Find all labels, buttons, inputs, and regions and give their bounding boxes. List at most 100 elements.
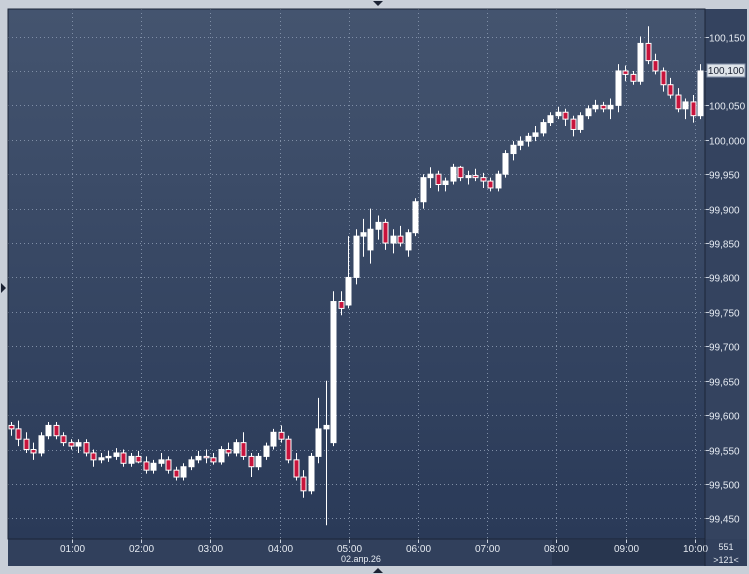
x-tick-label: 02:00	[129, 544, 154, 555]
candle-body-up	[98, 457, 105, 461]
y-tick-label: 99,900	[709, 206, 740, 217]
candle-body-up	[353, 235, 360, 278]
candle-body-up	[330, 301, 337, 444]
candle	[188, 456, 195, 471]
top-splitter-handle-icon[interactable]	[373, 1, 383, 6]
candle-body-up	[442, 180, 449, 186]
candle	[120, 449, 127, 467]
left-splitter-handle-icon[interactable]	[1, 283, 6, 293]
candle-body-up	[592, 104, 599, 110]
candle-body-down	[338, 301, 345, 309]
candle	[630, 70, 637, 85]
candle-body-up	[502, 153, 509, 175]
candle	[555, 106, 562, 120]
candle-body-up	[128, 455, 135, 464]
candle	[53, 421, 60, 440]
candle-body-up	[113, 452, 120, 457]
y-tick-label: 100,150	[709, 34, 746, 45]
candle	[113, 448, 120, 460]
candle-body-down	[68, 442, 75, 447]
candle	[38, 432, 45, 457]
candle-body-down	[203, 455, 210, 459]
y-tick-label: 99,800	[709, 274, 740, 285]
candle-body-down	[165, 459, 172, 471]
candle-body-down	[690, 101, 697, 117]
candle	[457, 165, 464, 182]
y-tick-label: 99,450	[709, 515, 740, 526]
candle	[540, 119, 547, 137]
candle-body-up	[218, 449, 225, 463]
candle-body-down	[293, 459, 300, 478]
bottom-splitter-handle-icon[interactable]	[373, 568, 383, 573]
candle-body-down	[645, 42, 652, 62]
candle	[660, 67, 667, 92]
candle-body-down	[143, 461, 150, 471]
candle	[158, 452, 165, 467]
candle	[263, 442, 270, 460]
candle-body-down	[667, 84, 674, 96]
candle	[547, 112, 554, 127]
candle-body-down	[225, 449, 232, 454]
candle	[135, 450, 142, 464]
candle-body-up	[427, 173, 434, 179]
candle	[218, 446, 225, 465]
candle-body-up	[150, 462, 157, 471]
candle	[255, 452, 262, 471]
candle-body-down	[135, 455, 142, 463]
candle-body-up	[525, 135, 532, 142]
candle-body-down	[60, 435, 67, 444]
candle	[23, 432, 30, 453]
current-price-badge	[706, 63, 746, 78]
candle	[210, 452, 217, 465]
candle	[330, 291, 337, 447]
candle-body-up	[75, 442, 82, 447]
candle	[323, 380, 330, 526]
candle-body-down	[83, 442, 90, 454]
candle-body-down	[285, 438, 292, 461]
candle-body-down	[90, 452, 97, 461]
x-tick-label: 08:00	[544, 544, 569, 555]
candle	[195, 450, 202, 464]
candle	[622, 65, 629, 82]
candle-body-up	[412, 201, 419, 234]
candle	[397, 225, 404, 247]
candle-body-up	[532, 132, 539, 137]
candle	[450, 163, 457, 185]
candle-body-up	[323, 424, 330, 430]
y-tick-label: 99,950	[709, 171, 740, 182]
candle-body-up	[585, 108, 592, 117]
y-tick-label: 99,700	[709, 343, 740, 354]
candle-body-down	[53, 424, 60, 437]
candle-body-down	[15, 428, 22, 440]
candle	[270, 428, 277, 450]
page-indicator[interactable]: >121<	[713, 555, 739, 565]
candle	[315, 397, 322, 464]
candle	[682, 98, 689, 120]
y-tick-label: 99,850	[709, 240, 740, 251]
candle	[98, 452, 105, 464]
candle	[60, 432, 67, 447]
candle-body-down	[23, 438, 30, 451]
candle	[517, 136, 524, 151]
candle	[173, 466, 180, 481]
candle	[502, 150, 509, 178]
candle	[180, 463, 187, 481]
candle	[435, 170, 442, 192]
candle	[405, 229, 412, 257]
candle	[412, 198, 419, 237]
candle-body-up	[420, 177, 427, 203]
candle	[308, 452, 315, 495]
candle-body-up	[308, 455, 315, 492]
candle-body-up	[607, 104, 614, 110]
y-tick-label: 99,550	[709, 447, 740, 458]
candle-body-up	[495, 173, 502, 189]
bar-count-label: 551	[718, 542, 733, 552]
price-axis-panel	[705, 9, 747, 539]
candle	[645, 26, 652, 65]
candle-body-up	[682, 101, 689, 110]
candle-body-down	[435, 173, 442, 186]
candle-body-up	[517, 140, 524, 146]
candle-body-up	[360, 232, 367, 237]
